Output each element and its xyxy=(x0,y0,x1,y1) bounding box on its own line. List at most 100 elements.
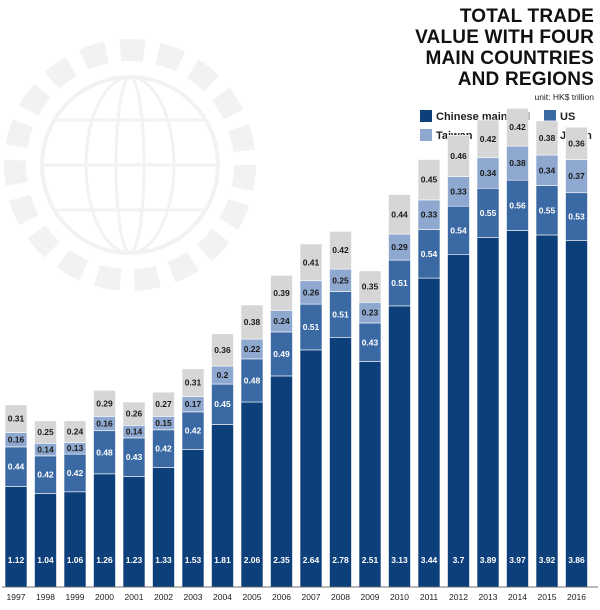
data-label: 0.34 xyxy=(539,165,556,175)
data-label: 0.29 xyxy=(96,398,113,408)
bar-segment xyxy=(122,476,146,588)
data-label: 0.16 xyxy=(96,419,113,429)
chart-title-line: VALUE WITH FOUR xyxy=(415,27,594,48)
data-label: 0.25 xyxy=(332,275,349,285)
data-label: 0.24 xyxy=(273,316,290,326)
bar-segment xyxy=(535,234,559,588)
data-label: 0.49 xyxy=(273,349,290,359)
bar-segment xyxy=(417,159,441,201)
data-label: 3.89 xyxy=(480,555,497,565)
data-label: 0.26 xyxy=(303,287,320,297)
x-tick-label: 2007 xyxy=(302,592,321,602)
bar-segment xyxy=(63,420,87,443)
data-label: 3.44 xyxy=(421,555,438,565)
data-label: 0.44 xyxy=(391,209,408,219)
data-label: 0.23 xyxy=(362,308,379,318)
bar-segment xyxy=(34,493,57,588)
data-label: 0.42 xyxy=(155,444,172,454)
unit-label: unit: HK$ trillion xyxy=(534,92,594,102)
bar-segment xyxy=(358,361,382,588)
data-label: 0.42 xyxy=(480,134,497,144)
x-tick-label: 2000 xyxy=(95,592,114,602)
data-label: 2.06 xyxy=(244,555,261,565)
bar-segment xyxy=(476,119,500,159)
globe-gear-watermark-icon xyxy=(4,39,256,291)
data-label: 0.38 xyxy=(244,317,261,327)
data-label: 0.25 xyxy=(37,427,54,437)
bar-segment xyxy=(152,467,175,588)
data-label: 0.36 xyxy=(214,345,231,355)
bar-segment xyxy=(299,243,323,282)
data-label: 1.33 xyxy=(155,555,172,565)
x-tick-label: 2003 xyxy=(184,592,203,602)
x-axis-tick-labels: 1997 1998 1999 2000 2001 2002 2003 2004 2005 2006… xyxy=(7,592,587,602)
data-label: 0.42 xyxy=(509,122,526,132)
data-label: 0.42 xyxy=(67,468,84,478)
data-label: 0.48 xyxy=(96,447,113,457)
bar-segment xyxy=(181,368,205,397)
data-label: 0.55 xyxy=(539,205,556,215)
data-label: 0.44 xyxy=(8,462,25,472)
bar-segment xyxy=(329,231,352,270)
x-tick-label: 1999 xyxy=(66,592,85,602)
bar-segment xyxy=(565,240,588,588)
bar-segment xyxy=(535,120,559,156)
data-label: 0.33 xyxy=(450,186,467,196)
data-label: 0.51 xyxy=(303,322,320,332)
x-tick-label: 2008 xyxy=(331,592,350,602)
legend-label: US xyxy=(560,111,575,123)
data-label: 0.54 xyxy=(421,249,438,259)
data-label: 1.53 xyxy=(185,555,202,565)
x-tick-label: 2010 xyxy=(390,592,409,602)
data-label: 0.2 xyxy=(217,370,229,380)
bar-segment xyxy=(476,237,500,588)
data-label: 0.54 xyxy=(450,225,467,235)
bar-segment xyxy=(4,486,28,588)
chart-title-line: AND REGIONS xyxy=(458,69,594,90)
x-tick-label: 1997 xyxy=(7,592,26,602)
data-label: 0.53 xyxy=(568,212,585,222)
bar-segment xyxy=(388,305,411,588)
data-label: 0.34 xyxy=(480,168,497,178)
data-label: 2.51 xyxy=(362,555,379,565)
x-tick-label: 2013 xyxy=(479,592,498,602)
data-label: 1.06 xyxy=(67,555,84,565)
data-label: 3.7 xyxy=(453,555,465,565)
data-label: 0.13 xyxy=(67,443,84,453)
bar-segment xyxy=(93,473,116,588)
data-label: 0.51 xyxy=(391,278,408,288)
legend-swatch xyxy=(420,110,432,122)
data-label: 2.35 xyxy=(273,555,290,565)
data-label: 1.23 xyxy=(126,555,143,565)
data-label: 0.36 xyxy=(568,138,585,148)
data-label: 1.26 xyxy=(96,555,113,565)
data-label: 0.38 xyxy=(509,158,526,168)
data-label: 0.26 xyxy=(126,409,143,419)
data-label: 3.13 xyxy=(391,555,408,565)
data-label: 0.14 xyxy=(126,427,143,437)
data-label: 3.86 xyxy=(568,555,585,565)
data-label: 0.38 xyxy=(539,133,556,143)
x-tick-label: 2012 xyxy=(449,592,468,602)
data-label: 0.51 xyxy=(332,309,349,319)
bar-segment xyxy=(34,420,57,444)
bar-segment xyxy=(506,108,529,147)
data-label: 0.16 xyxy=(8,435,25,445)
data-label: 1.04 xyxy=(37,555,54,565)
data-label: 0.56 xyxy=(509,200,526,210)
legend-swatch xyxy=(420,129,432,141)
bar-segment xyxy=(181,449,205,588)
data-label: 2.78 xyxy=(332,555,349,565)
data-label: 0.42 xyxy=(332,245,349,255)
x-tick-label: 2005 xyxy=(243,592,262,602)
data-label: 0.41 xyxy=(303,257,320,267)
x-tick-label: 2002 xyxy=(154,592,173,602)
bar-segment xyxy=(329,337,352,588)
data-label: 2.64 xyxy=(303,555,320,565)
data-label: 0.45 xyxy=(421,175,438,185)
bar-segment xyxy=(270,275,293,311)
data-label: 0.39 xyxy=(273,288,290,298)
legend-swatch xyxy=(544,110,556,122)
